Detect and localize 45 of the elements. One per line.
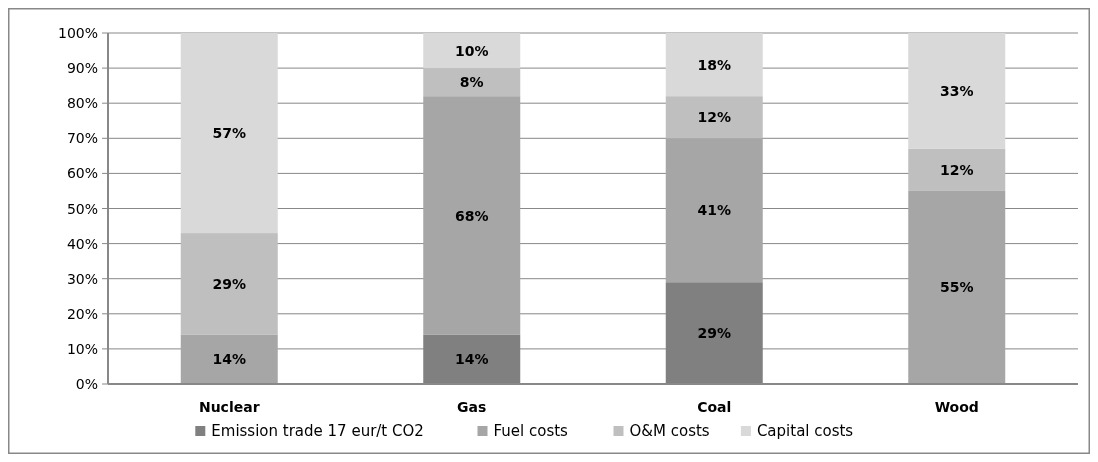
legend-label: Capital costs <box>756 422 854 440</box>
data-label: 41% <box>697 202 732 219</box>
y-tick-label: 30% <box>66 270 98 287</box>
y-tick-label: 20% <box>66 305 98 322</box>
y-tick-label: 0% <box>75 376 98 392</box>
bar <box>665 96 763 139</box>
x-tick-label: Gas <box>457 399 487 415</box>
legend-label: Emission trade 17 eur/t CO2 <box>211 422 424 440</box>
data-label: 33% <box>939 82 974 99</box>
y-tick-label: 50% <box>66 200 98 217</box>
y-tick-label: 40% <box>66 235 98 252</box>
y-tick-label: 90% <box>66 60 98 77</box>
bar <box>908 190 1006 384</box>
x-tick-label: Wood <box>934 399 979 415</box>
bar <box>908 33 1006 149</box>
data-label: 14% <box>454 351 489 368</box>
bar <box>180 233 278 335</box>
bar <box>665 138 763 283</box>
data-label: 10% <box>454 42 489 59</box>
y-tick-label: 10% <box>66 340 98 357</box>
bar <box>180 334 278 384</box>
data-label: 8% <box>459 74 484 91</box>
bar <box>423 33 521 69</box>
bar <box>423 96 521 335</box>
data-label: 12% <box>939 161 974 178</box>
data-label: 29% <box>697 325 732 342</box>
legend-label: O&M costs <box>629 422 710 440</box>
legend-label: Fuel costs <box>493 422 569 440</box>
x-tick-label: Coal <box>697 399 732 415</box>
bar <box>908 148 1006 191</box>
y-tick-label: 70% <box>66 130 98 147</box>
y-tick-label: 100% <box>57 25 98 41</box>
data-label: 18% <box>697 56 732 73</box>
data-label: 14% <box>212 351 247 368</box>
bar <box>180 33 278 234</box>
data-label: 68% <box>454 207 489 224</box>
data-label: 55% <box>939 279 974 296</box>
x-tick-label: Nuclear <box>198 399 260 415</box>
data-label: 29% <box>212 275 247 292</box>
bar <box>665 33 763 97</box>
data-label: 12% <box>697 109 732 126</box>
y-tick-label: 60% <box>66 165 98 182</box>
data-label: 57% <box>212 125 247 142</box>
bar <box>423 68 521 97</box>
y-tick-label: 80% <box>66 95 98 112</box>
